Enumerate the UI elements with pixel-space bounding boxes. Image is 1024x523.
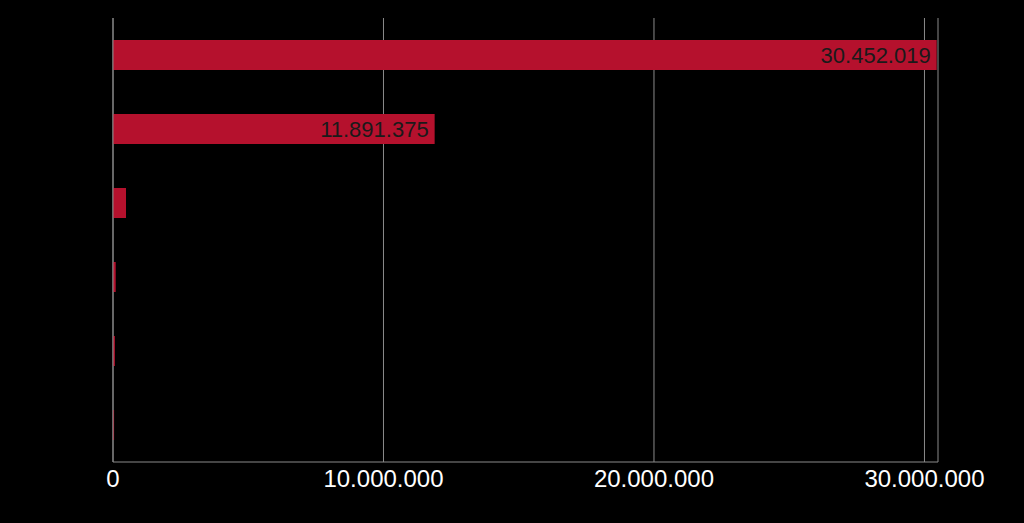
svg-text:11.891.375: 11.891.375 [320,117,428,142]
svg-text:30.000.000: 30.000.000 [864,465,984,492]
svg-text:0: 0 [106,465,119,492]
svg-text:10.000.000: 10.000.000 [323,465,443,492]
svg-text:20.000.000: 20.000.000 [594,465,714,492]
svg-text:30.452.019: 30.452.019 [821,43,931,68]
